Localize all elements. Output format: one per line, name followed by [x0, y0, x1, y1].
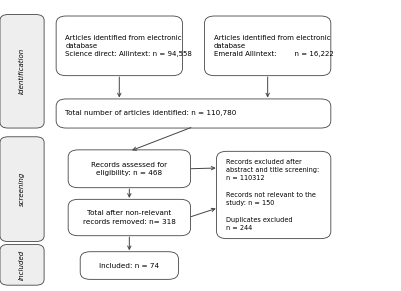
FancyBboxPatch shape	[205, 16, 331, 76]
Text: Included: Included	[19, 250, 25, 280]
Text: Articles identified from electronic
database
Emerald Allintext:        n = 16,22: Articles identified from electronic data…	[214, 35, 334, 57]
Text: Total after non-relevant
records removed: n= 318: Total after non-relevant records removed…	[83, 210, 176, 225]
Text: screening: screening	[19, 172, 25, 206]
Text: Records assessed for
eligibility: n = 468: Records assessed for eligibility: n = 46…	[91, 162, 167, 176]
Text: Total number of articles identified: n = 110,780: Total number of articles identified: n =…	[65, 111, 237, 116]
FancyBboxPatch shape	[56, 16, 182, 76]
FancyBboxPatch shape	[68, 150, 190, 188]
Text: Identification: Identification	[19, 48, 25, 94]
Text: Records excluded after
abstract and title screening:
n = 110312

Records not rel: Records excluded after abstract and titl…	[226, 159, 319, 231]
FancyBboxPatch shape	[0, 137, 44, 242]
FancyBboxPatch shape	[0, 15, 44, 128]
Text: Included: n = 74: Included: n = 74	[99, 262, 159, 269]
FancyBboxPatch shape	[80, 252, 178, 279]
FancyBboxPatch shape	[56, 99, 331, 128]
FancyBboxPatch shape	[0, 244, 44, 285]
Text: Articles identified from electronic
database
Science direct: Allintext: n = 94,5: Articles identified from electronic data…	[65, 35, 192, 57]
FancyBboxPatch shape	[217, 151, 331, 239]
FancyBboxPatch shape	[68, 199, 190, 236]
